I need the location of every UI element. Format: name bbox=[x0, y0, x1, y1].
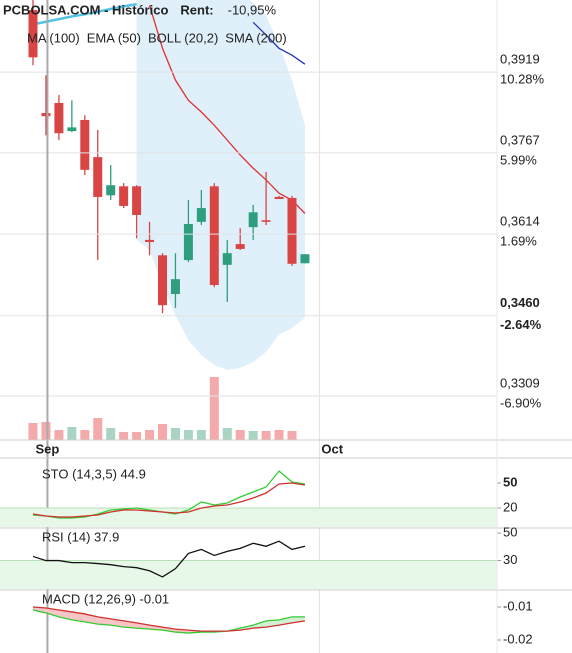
return-value: -10,95% bbox=[228, 2, 277, 17]
macd-fill bbox=[136, 622, 150, 630]
y-tick-label: 0,3614 bbox=[500, 214, 540, 229]
volume-bar bbox=[261, 431, 271, 440]
chart-title: PCBOLSA.COM - Histórico bbox=[3, 2, 168, 17]
candle-body bbox=[235, 244, 245, 249]
candle-body bbox=[300, 254, 310, 264]
volume-bar bbox=[170, 428, 180, 440]
legend-entry: EMA (50) bbox=[87, 30, 141, 45]
volume-bar bbox=[158, 424, 167, 440]
volume-bar bbox=[54, 430, 64, 440]
volume-bar bbox=[209, 377, 219, 440]
candle-body bbox=[119, 186, 129, 206]
candle-body bbox=[274, 196, 284, 200]
volume-bar bbox=[80, 430, 90, 440]
candle-body bbox=[93, 157, 103, 197]
panel-title: STO (14,3,5) 44.9 bbox=[42, 466, 146, 481]
indicator-line bbox=[252, 21, 306, 65]
candle-body bbox=[261, 220, 271, 222]
y-tick-label: -0.02 bbox=[503, 631, 533, 646]
y-tick-label: 50 bbox=[503, 525, 517, 540]
y-tick-label: 0,3919 bbox=[500, 52, 540, 67]
candle-body bbox=[28, 10, 38, 58]
zone bbox=[0, 560, 497, 589]
volume-bar bbox=[119, 432, 129, 440]
macd-fill bbox=[292, 616, 305, 623]
candle-body bbox=[106, 185, 116, 196]
legend-entry: MA (100) bbox=[27, 30, 80, 45]
macd-fill bbox=[71, 611, 85, 622]
candle-body bbox=[183, 223, 193, 261]
y-tick-change: 1.69% bbox=[500, 234, 537, 249]
y-tick-label: -0.01 bbox=[503, 598, 533, 613]
macd-fill bbox=[45, 607, 59, 617]
volume-bar bbox=[274, 430, 284, 440]
candle-body bbox=[248, 212, 258, 228]
candle-body bbox=[80, 119, 90, 170]
volume-bar bbox=[28, 423, 38, 440]
volume-bar bbox=[106, 428, 116, 440]
indicator-line bbox=[32, 609, 305, 634]
legend-entry: BOLL (20,2) bbox=[148, 30, 218, 45]
candle-body bbox=[287, 197, 297, 264]
volume-bar bbox=[67, 427, 77, 440]
candle-body bbox=[145, 239, 155, 243]
volume-bar bbox=[222, 428, 232, 440]
legend-entry: SMA (200) bbox=[225, 30, 286, 45]
last-price: 0,3460 bbox=[500, 295, 540, 310]
y-tick-change: 10.28% bbox=[500, 72, 545, 87]
y-tick-label: 0,3767 bbox=[500, 132, 540, 147]
x-tick-label: Sep bbox=[35, 441, 59, 456]
x-tick-label: Oct bbox=[321, 441, 343, 456]
indicator-line bbox=[148, 5, 306, 214]
candle-body bbox=[170, 279, 180, 295]
macd-fill bbox=[253, 620, 267, 629]
macd-fill bbox=[33, 606, 46, 613]
y-tick-change: -6.90% bbox=[500, 395, 542, 410]
indicator-line bbox=[32, 606, 306, 632]
candle-body bbox=[41, 113, 51, 117]
y-tick-label: 20 bbox=[503, 499, 517, 514]
volume-bar bbox=[145, 430, 155, 440]
last-change: -2.64% bbox=[500, 317, 542, 332]
volume-bar bbox=[132, 432, 142, 440]
macd-fill bbox=[162, 627, 176, 633]
main-plot bbox=[28, 0, 310, 440]
panel-title: RSI (14) 37.9 bbox=[42, 529, 119, 544]
bollinger-band bbox=[136, 0, 305, 370]
candle-body bbox=[209, 186, 219, 286]
volume-bar bbox=[248, 431, 258, 440]
candle-body bbox=[54, 102, 64, 134]
indicator-line bbox=[32, 540, 306, 578]
volume-bar bbox=[235, 430, 245, 440]
candle-body bbox=[158, 255, 167, 306]
candle-body bbox=[222, 253, 232, 265]
volume-bar bbox=[93, 418, 103, 440]
y-tick-label: 50 bbox=[503, 474, 517, 489]
volume-bar bbox=[287, 431, 297, 440]
indicator-line bbox=[32, 482, 306, 518]
return-label: Rent: bbox=[180, 2, 213, 17]
panel-title: MACD (12,26,9) -0.01 bbox=[42, 591, 169, 606]
zone bbox=[0, 508, 497, 527]
y-tick-label: 30 bbox=[503, 552, 517, 567]
volume-bar bbox=[183, 430, 193, 440]
y-tick-change: 5.99% bbox=[500, 152, 537, 167]
indicator-line bbox=[32, 3, 137, 26]
candle-body bbox=[67, 127, 77, 132]
candle-body bbox=[196, 208, 206, 222]
y-tick-label: 0,3309 bbox=[500, 375, 540, 390]
candle-body bbox=[132, 186, 142, 215]
volume-bar bbox=[41, 422, 51, 440]
volume-bar bbox=[196, 430, 206, 440]
